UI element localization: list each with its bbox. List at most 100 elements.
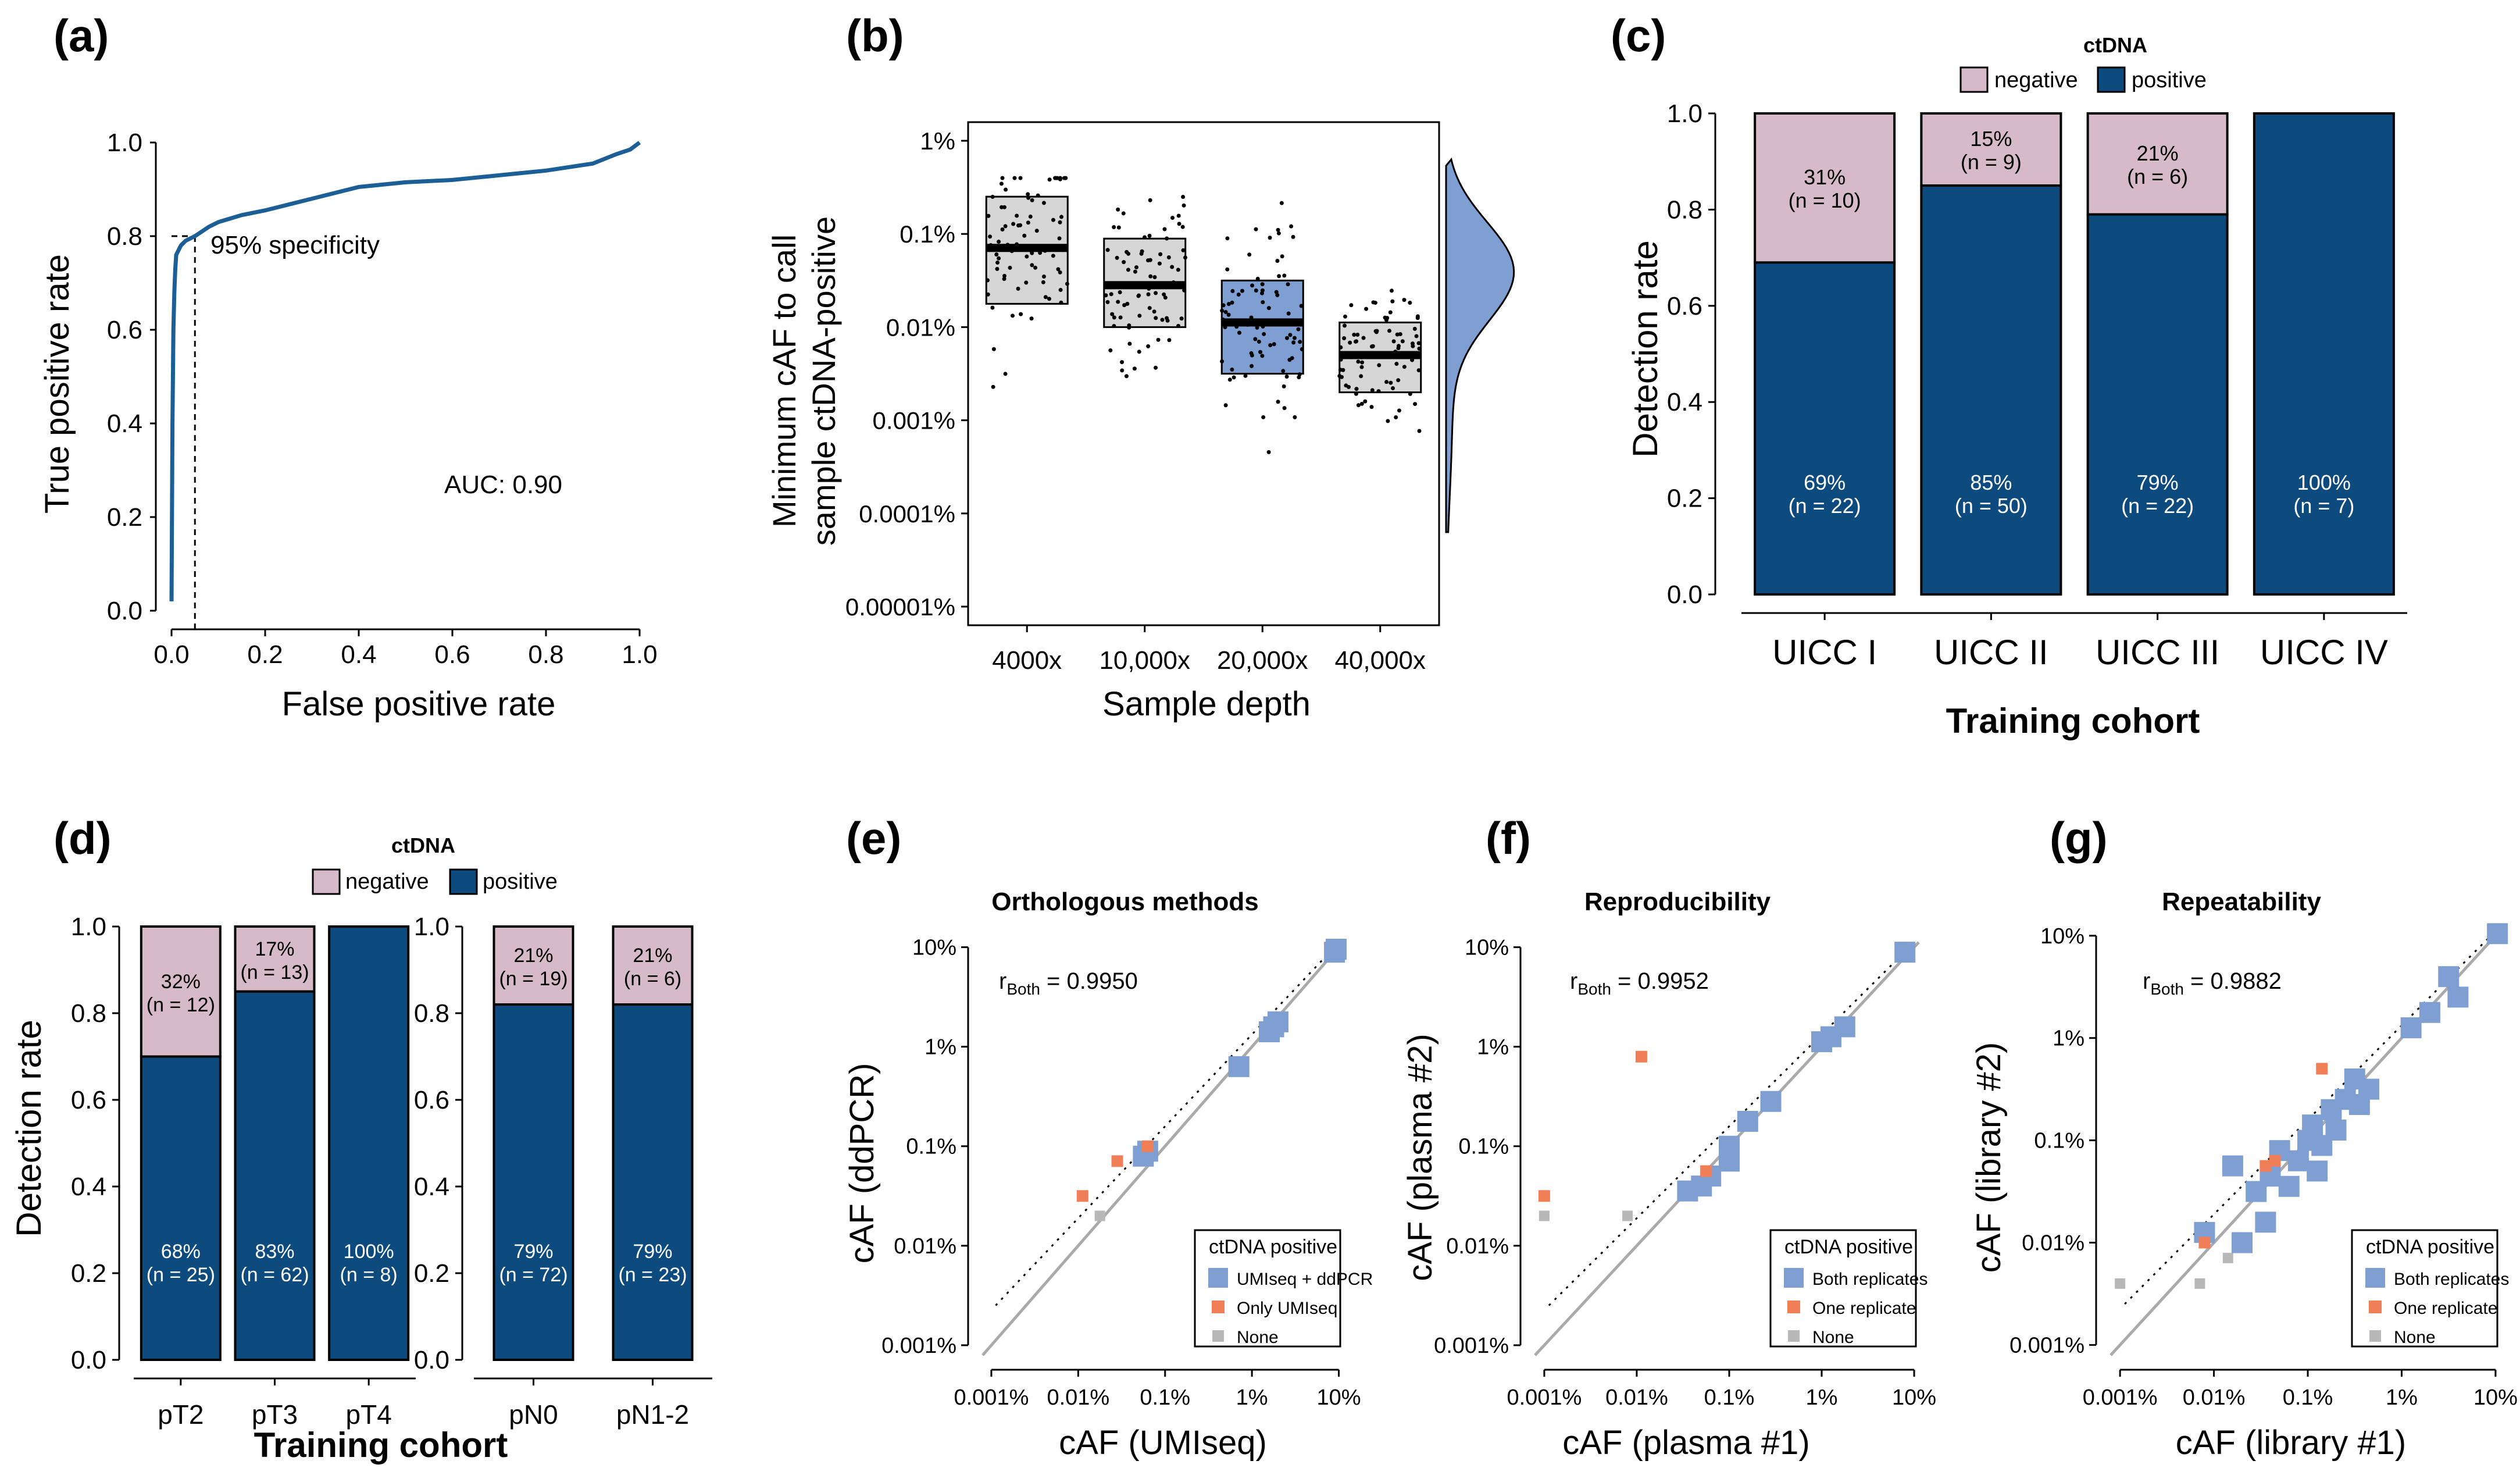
g-xlabel: cAF (library #1)	[2176, 1424, 2406, 1462]
b-point	[1408, 301, 1412, 305]
d-bar-pos-n: (n = 23)	[618, 1264, 687, 1286]
e-xlabel: cAF (UMIseq)	[1059, 1424, 1267, 1462]
b-point	[1105, 300, 1110, 304]
b-point	[1030, 251, 1034, 255]
f-point-none	[1622, 1210, 1633, 1221]
b-point	[999, 181, 1004, 186]
f-ylabel: cAF (plasma #2)	[1401, 1034, 1439, 1281]
b-point	[1260, 282, 1265, 287]
b-point	[1414, 334, 1419, 339]
c-bar-pos-n: (n = 22)	[1789, 494, 1861, 518]
g-point-both	[2400, 1017, 2422, 1039]
e-legend-label: None	[1237, 1328, 1279, 1347]
b-point	[1181, 248, 1186, 252]
b-point	[1416, 368, 1421, 373]
b-point	[1139, 251, 1144, 256]
b-point	[1377, 363, 1382, 368]
d-bar-negative	[234, 925, 316, 993]
d-y-tick-label: 0.0	[414, 1346, 449, 1374]
g-legend-box	[2351, 1229, 2498, 1348]
d-y-tick-label: 0.4	[414, 1173, 449, 1201]
b-point	[1116, 300, 1120, 304]
f-point-one	[1538, 1190, 1550, 1202]
g-title: Repeatability	[2162, 888, 2321, 916]
panel-label-d: (d)	[53, 813, 112, 864]
b-point	[1225, 236, 1230, 241]
b-point	[1026, 220, 1030, 225]
b-point	[1277, 274, 1282, 279]
b-point	[1276, 227, 1280, 232]
b-point	[1386, 419, 1390, 423]
b-point	[1289, 224, 1294, 229]
b-point	[988, 234, 993, 239]
f-point-both	[1894, 942, 1916, 963]
b-point	[1002, 277, 1006, 282]
b-point	[1058, 220, 1062, 225]
g-point-none	[2115, 1278, 2126, 1289]
g-y-tick-label: 10%	[2040, 924, 2084, 949]
b-point	[1112, 323, 1116, 328]
f-y-tick-label: 1%	[1477, 1035, 1509, 1060]
g-legend-swatch	[2369, 1301, 2382, 1313]
b-point	[1136, 294, 1141, 298]
b-point	[1012, 176, 1017, 180]
f-point-both	[1718, 1150, 1740, 1172]
b-y-tick-label: 0.00001%	[845, 593, 955, 621]
d-y-tick-label: 1.0	[71, 913, 106, 941]
a-specificity-label: 95% specificity	[210, 231, 380, 259]
d-bar-positive	[140, 1055, 222, 1361]
g-x-tick-label: 0.1%	[2283, 1385, 2333, 1410]
g-regression-line	[2124, 935, 2492, 1305]
b-point	[1298, 340, 1302, 344]
f-r-label: rBoth = 0.9952	[1570, 968, 1709, 998]
b-point	[1026, 195, 1031, 200]
g-point-one	[2260, 1160, 2272, 1172]
b-point	[1363, 399, 1368, 404]
f-point-one	[1700, 1165, 1712, 1177]
d-x-tick-label: pT3	[252, 1399, 298, 1430]
b-point	[1373, 301, 1377, 305]
g-r-value: = 0.9882	[2184, 968, 2282, 994]
f-y-tick-label: 0.01%	[1446, 1234, 1509, 1259]
d-bar-positive	[234, 990, 316, 1361]
b-point	[1410, 341, 1415, 346]
f-title: Reproducibility	[1584, 888, 1771, 916]
b-point	[1059, 300, 1063, 305]
b-point	[1120, 360, 1125, 365]
b-point	[1396, 378, 1401, 383]
f-legend-label: None	[1812, 1328, 1854, 1347]
b-point	[1391, 386, 1395, 390]
b-y-tick-label: 0.01%	[886, 313, 955, 341]
b-point	[1112, 225, 1116, 230]
b-point	[1266, 450, 1271, 454]
e-x-tick-label: 0.001%	[954, 1385, 1029, 1410]
d-legend-title: ctDNA	[391, 833, 455, 857]
b-point	[1282, 384, 1286, 389]
f-r-sub: Both	[1577, 980, 1611, 998]
b-point	[1105, 284, 1109, 289]
e-r-value: = 0.9950	[1040, 968, 1138, 994]
b-point	[1058, 270, 1062, 275]
d-bar-neg-n: (n = 19)	[499, 968, 567, 990]
b-ylabel-line1: Minimum cAF to call	[766, 234, 802, 528]
b-point	[1408, 391, 1412, 396]
f-legend-swatch	[1787, 1301, 1800, 1313]
c-x-tick-label: UICC IV	[2260, 633, 2388, 672]
b-point	[1034, 229, 1039, 233]
a-x-tick-label: 0.0	[154, 640, 189, 669]
b-point	[1009, 249, 1014, 254]
b-point	[1261, 415, 1266, 419]
b-x-tick-label: 4000x	[992, 646, 1062, 675]
b-point	[1162, 227, 1167, 231]
b-point	[1167, 338, 1172, 343]
b-point	[1393, 350, 1398, 354]
a-x-tick-label: 0.4	[341, 640, 376, 669]
f-x-tick-label: 0.001%	[1507, 1385, 1582, 1410]
b-point	[1226, 312, 1231, 317]
b-point	[1412, 326, 1417, 331]
b-point	[1015, 213, 1019, 218]
f-legend-label: Both replicates	[1812, 1270, 1928, 1289]
f-x-tick-label: 10%	[1892, 1385, 1936, 1410]
b-density-curve	[1445, 157, 1515, 533]
